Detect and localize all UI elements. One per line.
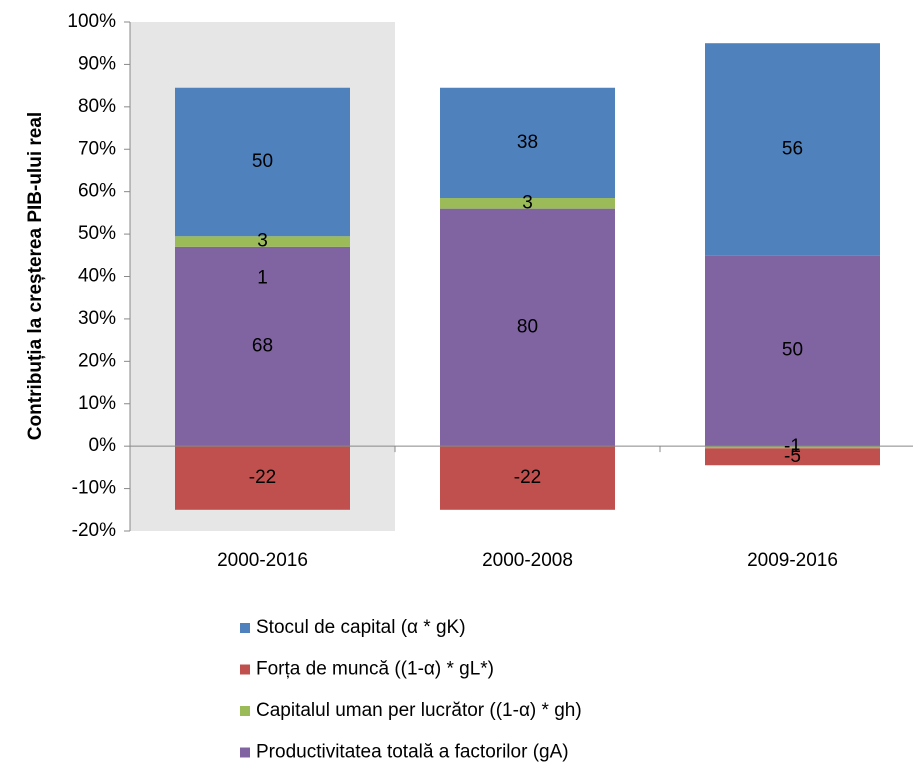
bar-segment: [440, 208, 615, 447]
data-label: 38: [517, 132, 538, 153]
bar-segment: [175, 236, 350, 247]
y-tick-label: 90%: [78, 53, 116, 74]
y-tick-label: 40%: [78, 266, 116, 287]
data-label: 80: [517, 316, 538, 337]
y-tick-label: 10%: [78, 393, 116, 414]
y-tick-label: 50%: [78, 223, 116, 244]
y-tick-label: 20%: [78, 350, 116, 371]
bar-segment: [440, 87, 615, 199]
y-tick-label: -10%: [72, 478, 116, 499]
bar-segment: [705, 448, 880, 466]
bar-segment: [705, 255, 880, 447]
x-tick-label: 2000-2008: [482, 550, 573, 571]
bar-segment: [440, 446, 615, 510]
bar-segment: [705, 446, 880, 449]
data-label: 68: [252, 336, 273, 357]
bar-segment: [175, 446, 350, 510]
y-tick-label: 60%: [78, 181, 116, 202]
legend-swatch: [240, 664, 250, 675]
data-label: 3: [257, 231, 268, 252]
legend-swatch: [240, 706, 250, 716]
y-tick-label: 70%: [78, 138, 116, 159]
y-tick-label: 100%: [67, 11, 116, 32]
data-label: 3: [522, 192, 533, 213]
y-axis-label: Contribuția la creșterea PIB-ului real: [25, 112, 46, 440]
data-label: -22: [249, 467, 276, 488]
y-tick-label: 0%: [89, 435, 117, 456]
annotation: 1: [257, 268, 268, 289]
x-tick-label: 2000-2016: [217, 550, 308, 571]
bar-segment: [705, 43, 880, 256]
data-label: 50: [252, 151, 273, 172]
y-tick-label: -20%: [72, 520, 116, 541]
bar-segment: [175, 246, 350, 447]
data-label: 56: [782, 138, 803, 159]
data-label: -5: [784, 446, 801, 467]
y-tick-label: 80%: [78, 96, 116, 117]
legend-label: Forța de muncă ((1-α) * gL*): [256, 659, 494, 680]
legend-label: Stocul de capital (α * gK): [256, 617, 466, 638]
y-tick-label: 30%: [78, 308, 116, 329]
bar-segment: [440, 198, 615, 209]
data-label: 50: [782, 340, 803, 361]
bar-segment: [175, 87, 350, 237]
data-label: -22: [514, 467, 541, 488]
data-label: -1: [784, 436, 801, 457]
legend-swatch: [240, 623, 250, 633]
legend-swatch: [240, 747, 250, 758]
legend-label: Capitalul uman per lucrător ((1-α) * gh): [256, 700, 582, 721]
legend-label: Productivitatea totală a factorilor (gA): [256, 742, 569, 763]
x-tick-label: 2009-2016: [747, 550, 838, 571]
